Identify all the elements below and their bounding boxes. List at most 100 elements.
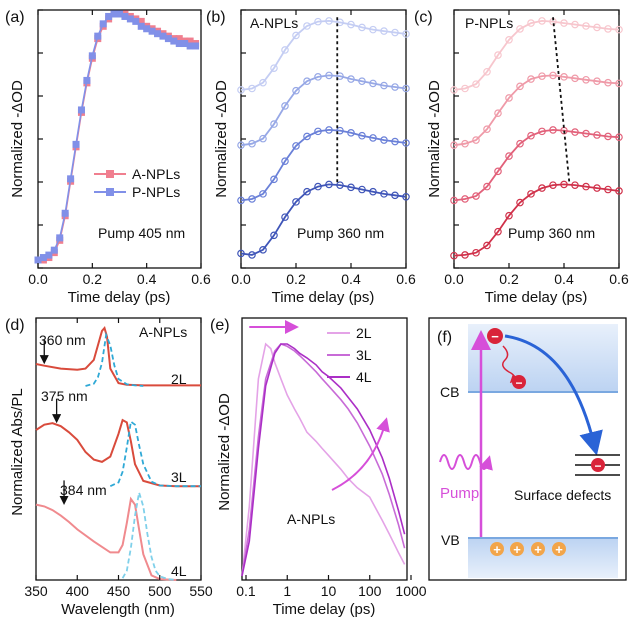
panel-c-data-point: [450, 86, 458, 94]
data-point-p-npls: [56, 234, 64, 242]
panel-c-data-point: [472, 192, 480, 200]
panel-b-data-point: [314, 17, 322, 26]
panel-a-xlabel: Time delay (ps): [68, 289, 171, 306]
panel-c-data-point: [483, 241, 491, 250]
data-point-p-npls: [121, 12, 129, 20]
panel-a-xtick-label: 0.0: [28, 271, 48, 287]
panel-b-data-point: [380, 190, 388, 198]
panel-d-ticks: 350 400 450 500 550: [24, 318, 213, 599]
data-point-p-npls: [137, 22, 145, 30]
legend-label-4l: 4L: [356, 369, 372, 385]
panel-b-data-point: [303, 22, 311, 30]
panel-d-xlabel: Wavelength (nm): [61, 601, 175, 618]
decay-curve-2l: [241, 342, 406, 577]
hole-1-sign: +: [493, 542, 501, 557]
panel-b-data-point: [402, 192, 410, 201]
panel-b-data-point: [292, 198, 300, 206]
panel-c-data-point: [582, 182, 590, 191]
panel-c-title: P-NPLs: [465, 15, 513, 31]
panel-c-data-point: [538, 127, 546, 136]
panel-b-data-point: [369, 25, 377, 34]
panel-b-data-point: [347, 20, 355, 29]
panel-b-fit-curve: [240, 128, 407, 202]
panel-b-data-point: [314, 127, 322, 136]
panel-a-xtick-label: 0.4: [137, 271, 157, 287]
panel-a-plot: [34, 10, 200, 264]
panel-b-data-point: [259, 246, 267, 254]
panel-b-fit-curve: [240, 19, 407, 91]
panel-c-data-point: [527, 75, 535, 83]
data-point-p-npls: [39, 254, 47, 262]
panel-b-data-point: [391, 137, 399, 146]
panel-c-data-point: [549, 181, 557, 189]
panel-c-data-point: [461, 84, 469, 93]
panel-c-data-point: [494, 51, 502, 59]
panel-d-xtick-label: 550: [189, 583, 213, 599]
legend-label-p-npls: P-NPLs: [132, 184, 180, 200]
decay-curve-4l: [241, 343, 406, 577]
panel-d-frame: [35, 317, 202, 581]
panel-c-data-point: [604, 78, 612, 87]
panel-e-ylabel: Normalized -ΔOD: [216, 393, 233, 511]
panel-b-xtick-label: 0.2: [286, 271, 306, 287]
series-line-a-npls: [38, 13, 196, 261]
panel-b-xlabel: Time delay (ps): [272, 289, 375, 306]
panel-d-label-4l: 4L: [171, 563, 187, 579]
panel-c-xtick-label: 0.2: [499, 271, 519, 287]
data-point-p-npls: [34, 256, 42, 264]
data-point-p-npls: [116, 10, 123, 18]
panel-b-xtick-label: 0.0: [231, 271, 251, 287]
panel-c-label: (c): [414, 9, 433, 26]
panel-b-label: (b): [206, 9, 226, 26]
panel-b-data-point: [270, 231, 278, 240]
panel-a-xtick-label: 0.6: [191, 271, 211, 287]
panel-c-data-point: [472, 136, 480, 144]
panel-c-data-point: [527, 131, 535, 140]
panel-b-data-point: [303, 132, 311, 141]
arrow-label-360nm: 360 nm: [39, 332, 86, 348]
panel-d-label-3l: 3L: [171, 469, 187, 485]
data-point-p-npls: [126, 15, 134, 23]
panel-c-data-point: [472, 80, 480, 88]
data-point-p-npls: [72, 140, 80, 148]
panel-d: (d) Normalized Abs/PL Wavelength (nm) A-…: [5, 317, 213, 618]
panel-b-data-point: [402, 139, 410, 147]
panel-b-data-point: [336, 181, 344, 189]
hole-2: [510, 542, 524, 556]
series-line-p-npls: [37, 13, 196, 261]
hole-4-sign: +: [555, 542, 563, 557]
panel-b-data-point: [380, 136, 388, 144]
panel-b-data-point: [358, 131, 366, 140]
panel-c-data-point: [571, 20, 579, 29]
panel-c-data-point: [494, 227, 502, 236]
panel-c-peak-marker: [552, 17, 571, 185]
panel-c-data-point: [527, 19, 535, 27]
panel-c-data-point: [538, 72, 546, 80]
data-point-p-npls: [50, 246, 58, 254]
panel-c: (c) Normalized -ΔOD Time delay (ps) P-NP…: [414, 9, 629, 306]
panel-c-data-point: [483, 182, 491, 191]
panel-c-data-point: [604, 185, 612, 194]
panel-c-data-point: [505, 35, 513, 44]
panel-b-data-point: [259, 134, 267, 143]
cb-label: CB: [440, 384, 459, 400]
panel-c-data-point: [615, 187, 623, 195]
panel-b-pump-annotation: Pump 360 nm: [297, 225, 384, 241]
pl-curve-3l: [109, 419, 201, 488]
panel-a-xtick-label: 0.2: [83, 271, 103, 287]
panel-b-data-point: [303, 187, 311, 196]
hole-3: [531, 542, 545, 556]
panel-c-data-point: [494, 109, 502, 118]
panel-b-data-point: [336, 18, 344, 27]
panel-c-xtick-label: 0.4: [554, 271, 574, 287]
panel-b-xtick-label: 0.4: [341, 271, 361, 287]
panel-e-title: A-NPLs: [287, 511, 335, 527]
data-point-p-npls: [175, 40, 183, 48]
panel-c-data-point: [461, 195, 469, 203]
panel-b-ylabel: Normalized -ΔOD: [213, 80, 230, 198]
panel-b-data-point: [292, 86, 300, 95]
panel-b-data-point: [380, 81, 388, 90]
panel-c-data-point: [604, 25, 612, 33]
panel-a-label: (a): [5, 9, 25, 26]
panel-b-data-point: [248, 251, 256, 259]
